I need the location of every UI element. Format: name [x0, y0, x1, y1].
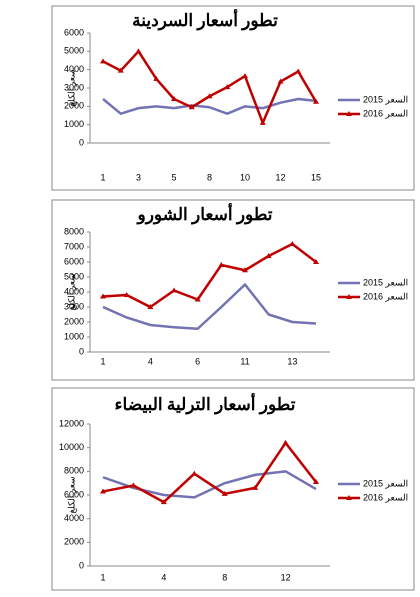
- y-tick-label: 1000: [64, 331, 84, 341]
- y-axis-label: سعر الكلغ: [66, 69, 77, 106]
- legend-label: السعر 2015: [363, 94, 408, 105]
- series-line: [102, 441, 317, 504]
- x-tick-label: 1: [100, 172, 105, 182]
- x-tick-label: 1: [100, 572, 105, 582]
- marker: [259, 119, 266, 125]
- y-tick-label: 2000: [64, 537, 84, 547]
- x-tick-label: 10: [240, 172, 250, 182]
- marker: [188, 104, 195, 110]
- y-tick-label: 1000: [64, 119, 84, 129]
- marker: [100, 293, 106, 299]
- x-tick-label: 1: [100, 356, 105, 366]
- x-tick-label: 4: [161, 572, 166, 582]
- legend-marker: [346, 294, 352, 299]
- marker: [242, 267, 248, 273]
- chart-frame: [51, 387, 415, 591]
- x-tick-label: 12: [281, 572, 291, 582]
- marker: [191, 470, 198, 476]
- marker: [135, 48, 142, 54]
- x-tick-label: 15: [311, 172, 321, 182]
- x-tick-label: 8: [207, 172, 212, 182]
- legend-marker: [346, 495, 352, 500]
- y-tick-label: 8000: [64, 466, 84, 476]
- y-tick-label: 2000: [64, 101, 84, 111]
- y-tick-label: 4000: [64, 64, 84, 74]
- y-tick-label: 6000: [64, 489, 84, 499]
- x-tick-label: 5: [171, 172, 176, 182]
- marker: [147, 304, 154, 309]
- series-line: [102, 242, 317, 309]
- marker: [130, 482, 137, 488]
- marker: [313, 98, 319, 104]
- y-tick-label: 5000: [64, 46, 84, 56]
- marker: [221, 490, 228, 496]
- chart-title: تطور أسعار السردينة: [132, 8, 278, 31]
- y-tick-label: 10000: [59, 442, 84, 452]
- y-tick-label: 7000: [64, 241, 84, 251]
- marker: [313, 259, 319, 264]
- marker: [100, 488, 106, 494]
- marker: [252, 484, 259, 490]
- marker: [160, 499, 167, 505]
- marker: [282, 439, 289, 445]
- marker: [123, 292, 130, 297]
- marker: [206, 93, 213, 99]
- y-tick-label: 0: [79, 346, 84, 356]
- marker: [224, 84, 231, 90]
- legend-marker: [346, 111, 352, 116]
- chart-title: تطور أسعار الترلية البيضاء: [115, 392, 296, 415]
- series-line: [102, 283, 317, 330]
- x-tick-label: 4: [148, 356, 153, 366]
- legend-label: السعر 2016: [363, 492, 408, 503]
- y-tick-label: 3000: [64, 82, 84, 92]
- marker: [100, 58, 106, 64]
- x-tick-label: 12: [275, 172, 285, 182]
- marker: [171, 287, 177, 293]
- y-tick-label: 5000: [64, 271, 84, 281]
- marker: [194, 296, 201, 302]
- chart-frame: [51, 5, 415, 191]
- marker: [277, 78, 284, 84]
- marker: [295, 68, 302, 74]
- chart-frame: [51, 199, 415, 381]
- x-tick-label: 8: [222, 572, 227, 582]
- marker: [265, 253, 272, 258]
- y-tick-label: 6000: [64, 27, 84, 37]
- x-tick-label: 13: [287, 356, 297, 366]
- series-line: [102, 97, 317, 115]
- y-tick-label: 0: [79, 560, 84, 570]
- marker: [171, 96, 177, 101]
- marker: [117, 67, 124, 73]
- y-tick-label: 0: [79, 137, 84, 147]
- y-tick-label: 8000: [64, 226, 84, 236]
- y-axis-label: سعر الكلغ: [66, 476, 77, 513]
- marker: [289, 241, 296, 246]
- y-tick-label: 6000: [64, 256, 84, 266]
- x-tick-label: 3: [136, 172, 141, 182]
- y-tick-label: 2000: [64, 316, 84, 326]
- marker: [242, 73, 248, 79]
- chart-title: تطور أسعار الشورو: [136, 202, 273, 225]
- legend-label: السعر 2016: [363, 108, 408, 119]
- marker: [153, 75, 160, 81]
- y-tick-label: 4000: [64, 286, 84, 296]
- y-tick-label: 3000: [64, 301, 84, 311]
- x-tick-label: 6: [195, 356, 200, 366]
- y-axis-label: سعر الكلغ: [66, 273, 77, 310]
- legend-label: السعر 2016: [363, 291, 408, 302]
- legend-label: السعر 2015: [363, 277, 408, 288]
- marker: [218, 262, 225, 267]
- marker: [313, 478, 319, 484]
- x-tick-label: 11: [240, 356, 249, 366]
- y-tick-label: 12000: [59, 418, 84, 428]
- legend-label: السعر 2015: [363, 478, 408, 489]
- y-tick-label: 4000: [64, 513, 84, 523]
